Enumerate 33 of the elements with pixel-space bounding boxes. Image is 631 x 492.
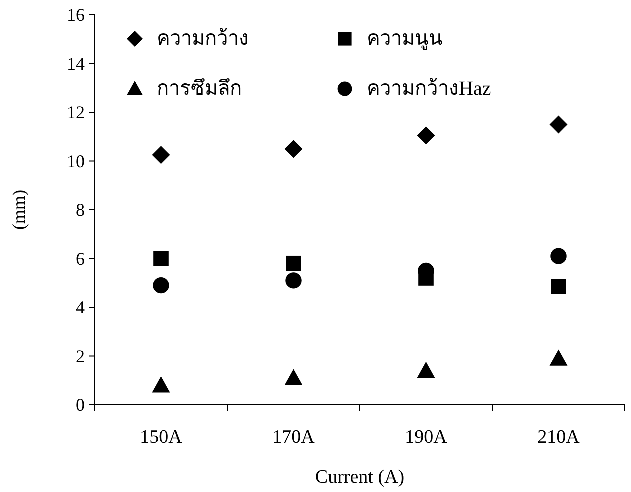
point [153, 277, 170, 294]
point [417, 126, 436, 145]
point [550, 116, 568, 134]
point [152, 376, 170, 393]
point [551, 279, 566, 294]
legend-label: ความกว้าง [157, 28, 249, 50]
point [154, 251, 169, 266]
x-tick-label: 190A [405, 427, 448, 448]
point [550, 248, 567, 264]
legend-label: การซึมลึก [157, 78, 242, 100]
legend-label: ความนูน [367, 28, 443, 51]
x-axis-title: Current (A) [315, 467, 405, 488]
y-tick-label: 8 [76, 200, 85, 220]
x-tick-label: 170A [272, 427, 316, 448]
legend-label: ความกว้างHaz [367, 78, 492, 100]
point [284, 369, 303, 386]
y-tick-label: 12 [67, 102, 85, 122]
point [550, 350, 568, 366]
y-tick-label: 10 [67, 151, 85, 172]
point [286, 256, 302, 272]
point [284, 140, 303, 158]
point [152, 146, 170, 164]
y-tick-label: 0 [76, 395, 85, 415]
x-tick-label: 150A [140, 427, 183, 448]
point [286, 272, 302, 289]
y-axis-title: (mm) [9, 190, 29, 230]
y-tick-label: 4 [76, 298, 85, 318]
y-tick-label: 14 [67, 54, 85, 74]
y-tick-label: 16 [67, 5, 85, 25]
y-tick-label: 2 [76, 346, 85, 366]
point [417, 362, 436, 378]
x-tick-label: 210A [538, 427, 580, 448]
y-tick-label: 6 [76, 248, 85, 269]
